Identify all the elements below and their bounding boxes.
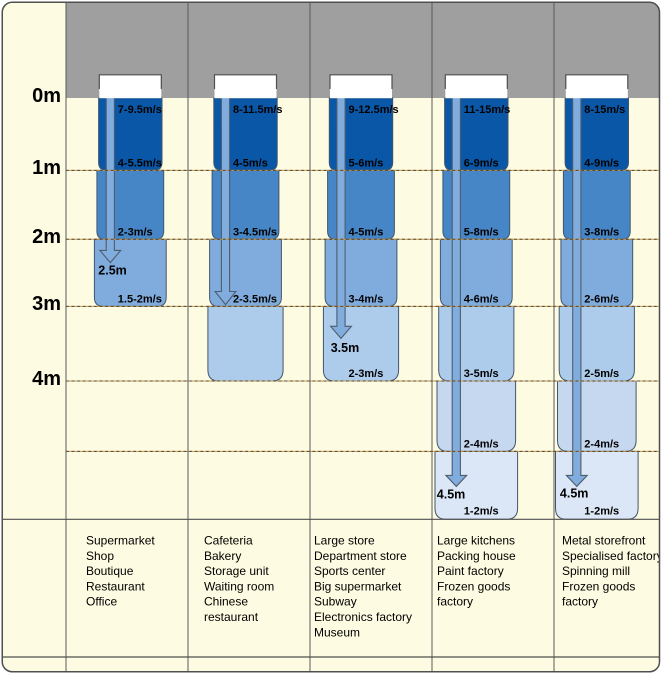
svg-text:Specialised factory: Specialised factory (562, 549, 661, 563)
svg-text:7-9.5m/s: 7-9.5m/s (118, 104, 162, 116)
svg-text:Large kitchens: Large kitchens (437, 534, 515, 548)
svg-text:2-3m/s: 2-3m/s (118, 227, 153, 239)
svg-text:Paint factory: Paint factory (437, 564, 504, 578)
svg-text:8-15m/s: 8-15m/s (584, 104, 625, 116)
svg-text:3-5m/s: 3-5m/s (464, 368, 499, 380)
svg-text:Frozen goods: Frozen goods (562, 579, 635, 593)
svg-text:2-3.5m/s: 2-3.5m/s (233, 294, 277, 306)
svg-text:3.5m: 3.5m (331, 341, 360, 355)
svg-text:Department store: Department store (314, 549, 407, 563)
svg-text:Storage unit: Storage unit (204, 564, 269, 578)
svg-text:1-2m/s: 1-2m/s (584, 506, 619, 518)
svg-text:5-8m/s: 5-8m/s (464, 227, 499, 239)
svg-text:Subway: Subway (314, 595, 357, 609)
svg-text:4-6m/s: 4-6m/s (464, 294, 499, 306)
svg-text:3-4m/s: 3-4m/s (349, 294, 384, 306)
svg-text:Boutique: Boutique (86, 564, 134, 578)
svg-text:Sports center: Sports center (314, 564, 385, 578)
svg-text:Cafeteria: Cafeteria (204, 534, 253, 548)
svg-text:Spinning mill: Spinning mill (562, 564, 630, 578)
svg-text:Large store: Large store (314, 534, 375, 548)
svg-text:Supermarket: Supermarket (86, 534, 155, 548)
svg-text:4-5m/s: 4-5m/s (349, 227, 384, 239)
svg-text:2-6m/s: 2-6m/s (584, 294, 619, 306)
svg-text:Restaurant: Restaurant (86, 579, 145, 593)
svg-text:factory: factory (437, 595, 473, 609)
svg-text:Electronics factory: Electronics factory (314, 610, 412, 624)
svg-text:Packing house: Packing house (437, 549, 516, 563)
svg-text:Office: Office (86, 595, 117, 609)
svg-text:4.5m: 4.5m (437, 488, 466, 502)
svg-text:Museum: Museum (314, 625, 360, 639)
svg-text:Waiting room: Waiting room (204, 579, 274, 593)
svg-text:Chinese: Chinese (204, 595, 248, 609)
svg-text:4-5.5m/s: 4-5.5m/s (118, 158, 162, 170)
svg-text:Metal storefront: Metal storefront (562, 534, 646, 548)
svg-text:2-4m/s: 2-4m/s (584, 439, 619, 451)
svg-text:Frozen goods: Frozen goods (437, 579, 510, 593)
svg-text:4-9m/s: 4-9m/s (584, 158, 619, 170)
svg-text:restaurant: restaurant (204, 610, 259, 624)
svg-text:2m: 2m (32, 226, 61, 248)
svg-text:Big supermarket: Big supermarket (314, 579, 402, 593)
svg-text:11-15m/s: 11-15m/s (464, 104, 510, 116)
svg-text:1-2m/s: 1-2m/s (464, 506, 499, 518)
svg-text:2-3m/s: 2-3m/s (349, 368, 384, 380)
svg-text:4.5m: 4.5m (560, 487, 589, 501)
svg-text:3m: 3m (32, 293, 61, 315)
svg-text:9-12.5m/s: 9-12.5m/s (349, 104, 399, 116)
svg-text:Bakery: Bakery (204, 549, 241, 563)
svg-text:5-6m/s: 5-6m/s (349, 158, 384, 170)
svg-text:factory: factory (562, 595, 598, 609)
svg-text:8-11.5m/s: 8-11.5m/s (233, 104, 283, 116)
svg-text:3-8m/s: 3-8m/s (584, 227, 619, 239)
svg-text:1m: 1m (32, 157, 61, 179)
svg-text:0m: 0m (32, 85, 61, 107)
svg-text:3-4.5m/s: 3-4.5m/s (233, 227, 277, 239)
svg-text:2-5m/s: 2-5m/s (584, 368, 619, 380)
svg-text:2.5m: 2.5m (98, 264, 127, 278)
svg-text:2-4m/s: 2-4m/s (464, 439, 499, 451)
svg-text:6-9m/s: 6-9m/s (464, 158, 499, 170)
svg-text:4-5m/s: 4-5m/s (233, 158, 268, 170)
svg-text:4m: 4m (32, 368, 61, 390)
svg-text:Shop: Shop (86, 549, 114, 563)
svg-text:1.5-2m/s: 1.5-2m/s (118, 294, 162, 306)
